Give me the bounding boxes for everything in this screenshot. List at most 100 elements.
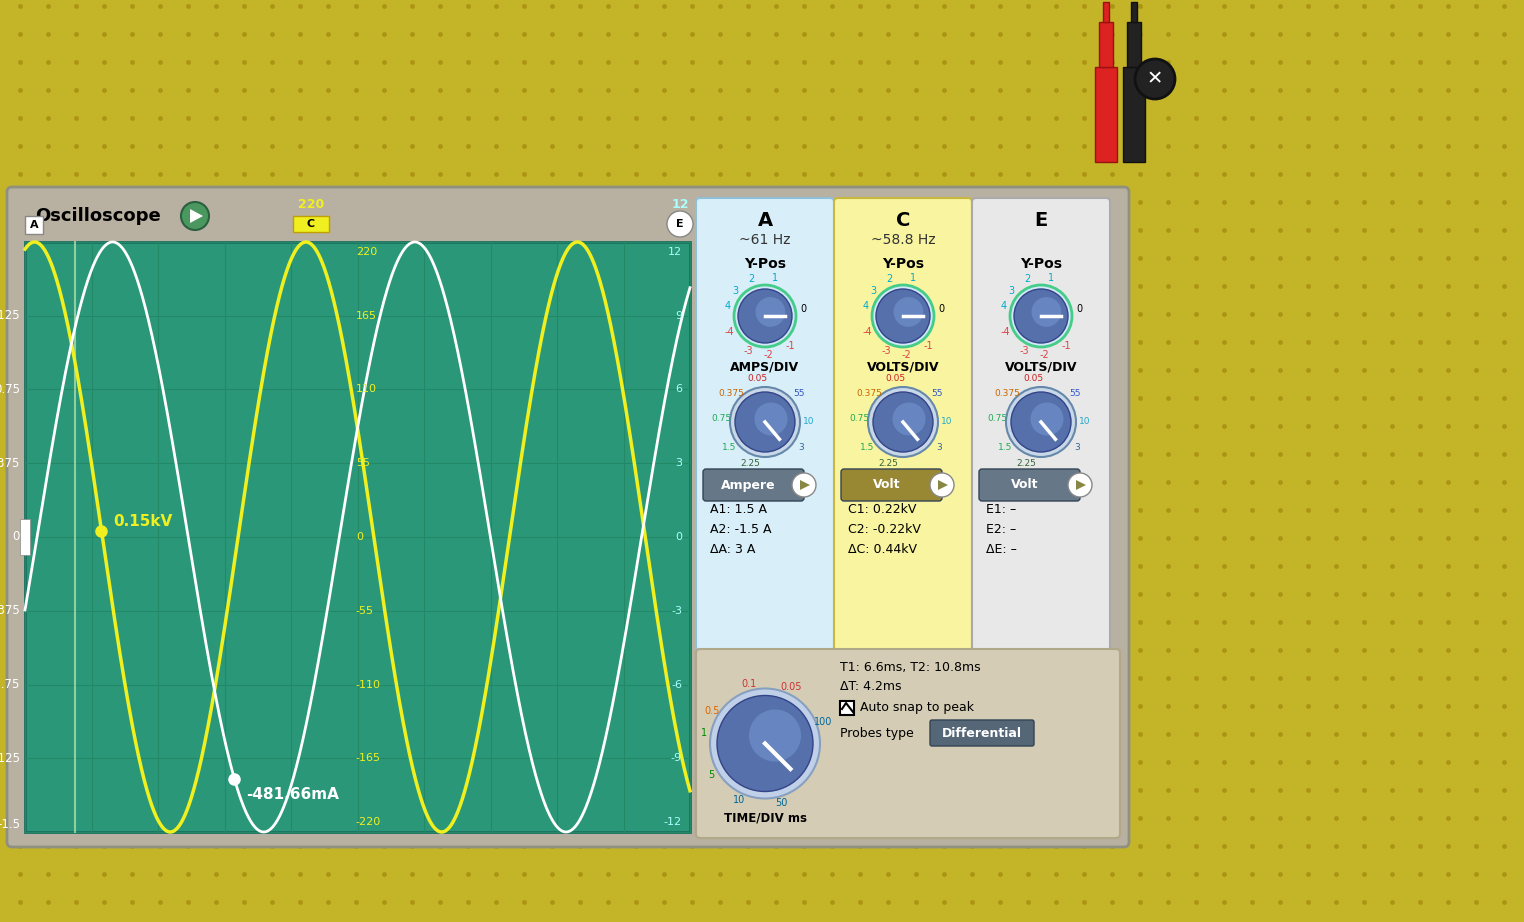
Text: A1: 1.5 A: A1: 1.5 A bbox=[710, 503, 767, 516]
Circle shape bbox=[1010, 285, 1071, 347]
Circle shape bbox=[1010, 392, 1071, 452]
Text: 0: 0 bbox=[12, 530, 20, 543]
Text: 2.25: 2.25 bbox=[741, 459, 760, 467]
FancyBboxPatch shape bbox=[978, 469, 1081, 501]
Text: 55: 55 bbox=[355, 458, 370, 468]
Circle shape bbox=[710, 689, 820, 798]
Text: -12: -12 bbox=[664, 817, 683, 827]
Text: Oscilloscope: Oscilloscope bbox=[35, 207, 160, 225]
Circle shape bbox=[735, 285, 796, 347]
FancyBboxPatch shape bbox=[696, 649, 1120, 838]
Text: 0.375: 0.375 bbox=[718, 389, 744, 398]
Text: 0.15kV: 0.15kV bbox=[113, 514, 172, 528]
Text: 0.5: 0.5 bbox=[704, 705, 721, 715]
Text: 165: 165 bbox=[355, 311, 376, 321]
Circle shape bbox=[1135, 59, 1175, 99]
Text: 0.375: 0.375 bbox=[0, 456, 20, 469]
Text: 12: 12 bbox=[671, 197, 689, 210]
Text: A2: -1.5 A: A2: -1.5 A bbox=[710, 523, 771, 536]
Text: 3: 3 bbox=[1074, 443, 1081, 452]
Text: 0.75: 0.75 bbox=[0, 383, 20, 396]
Text: 0.05: 0.05 bbox=[780, 682, 802, 692]
Text: ✕: ✕ bbox=[1148, 69, 1163, 89]
Text: TIME/DIV ms: TIME/DIV ms bbox=[724, 811, 806, 824]
Circle shape bbox=[1006, 387, 1076, 457]
Text: 1: 1 bbox=[1049, 273, 1055, 283]
Text: 1: 1 bbox=[773, 273, 779, 283]
FancyBboxPatch shape bbox=[834, 198, 972, 651]
Circle shape bbox=[869, 387, 937, 457]
Text: -1: -1 bbox=[924, 341, 933, 351]
Text: E1: –: E1: – bbox=[986, 503, 1017, 516]
Circle shape bbox=[1030, 403, 1064, 435]
Text: -2: -2 bbox=[902, 349, 911, 360]
Text: 0.75: 0.75 bbox=[712, 414, 732, 422]
Text: 220: 220 bbox=[355, 247, 376, 257]
Text: ΔA: 3 A: ΔA: 3 A bbox=[710, 543, 756, 556]
Circle shape bbox=[716, 695, 812, 791]
Text: -220: -220 bbox=[355, 817, 381, 827]
Text: ΔE: –: ΔE: – bbox=[986, 543, 1017, 556]
Text: Ampere: Ampere bbox=[721, 479, 776, 491]
Text: 100: 100 bbox=[814, 717, 832, 727]
Text: 1.5: 1.5 bbox=[860, 443, 875, 452]
Text: 0.375: 0.375 bbox=[994, 389, 1020, 398]
Circle shape bbox=[738, 289, 792, 343]
Circle shape bbox=[735, 392, 796, 452]
FancyBboxPatch shape bbox=[972, 198, 1109, 651]
Text: -4: -4 bbox=[725, 327, 735, 337]
Circle shape bbox=[181, 202, 209, 230]
Text: C2: -0.22kV: C2: -0.22kV bbox=[847, 523, 920, 536]
Text: C: C bbox=[896, 210, 910, 230]
Text: 3: 3 bbox=[799, 443, 805, 452]
Text: 0: 0 bbox=[675, 532, 683, 542]
Text: -3: -3 bbox=[882, 347, 892, 356]
Text: 0: 0 bbox=[939, 304, 945, 314]
Text: ~61 Hz: ~61 Hz bbox=[739, 233, 791, 247]
Text: 3: 3 bbox=[936, 443, 942, 452]
Text: VOLTS/DIV: VOLTS/DIV bbox=[1004, 361, 1077, 373]
Text: 2.25: 2.25 bbox=[1017, 459, 1036, 467]
Text: 1.125: 1.125 bbox=[0, 309, 20, 323]
Bar bbox=[1099, 22, 1113, 67]
Text: C1: 0.22kV: C1: 0.22kV bbox=[847, 503, 916, 516]
Text: -0.375: -0.375 bbox=[0, 604, 20, 617]
Text: 10: 10 bbox=[803, 418, 815, 427]
Text: 1: 1 bbox=[910, 273, 916, 283]
Polygon shape bbox=[190, 209, 203, 223]
Text: 0.75: 0.75 bbox=[849, 414, 869, 422]
Text: VOLTS/DIV: VOLTS/DIV bbox=[867, 361, 939, 373]
Circle shape bbox=[893, 403, 925, 435]
Text: AMPS/DIV: AMPS/DIV bbox=[730, 361, 800, 373]
Text: -4: -4 bbox=[863, 327, 872, 337]
Text: 10: 10 bbox=[942, 418, 952, 427]
Text: 1.5: 1.5 bbox=[722, 443, 736, 452]
Text: 0.05: 0.05 bbox=[885, 374, 905, 384]
Text: 3: 3 bbox=[675, 458, 683, 468]
Polygon shape bbox=[800, 480, 809, 490]
Bar bbox=[1103, 2, 1109, 22]
Text: 0: 0 bbox=[1076, 304, 1082, 314]
FancyBboxPatch shape bbox=[841, 469, 942, 501]
Circle shape bbox=[873, 392, 933, 452]
Text: 3: 3 bbox=[870, 286, 876, 296]
Text: 2: 2 bbox=[748, 275, 754, 284]
Text: 2.25: 2.25 bbox=[878, 459, 898, 467]
Circle shape bbox=[756, 297, 785, 326]
Text: A: A bbox=[757, 210, 773, 230]
Text: -1.5: -1.5 bbox=[0, 818, 20, 831]
Text: 1: 1 bbox=[701, 727, 707, 738]
Circle shape bbox=[872, 285, 934, 347]
FancyBboxPatch shape bbox=[930, 720, 1033, 746]
Text: 0.05: 0.05 bbox=[1023, 374, 1044, 384]
Text: ~58.8 Hz: ~58.8 Hz bbox=[870, 233, 936, 247]
Text: 0.375: 0.375 bbox=[856, 389, 882, 398]
Text: 12: 12 bbox=[668, 247, 683, 257]
Text: 0.75: 0.75 bbox=[988, 414, 1007, 422]
Text: 50: 50 bbox=[774, 798, 788, 809]
Text: 0.1: 0.1 bbox=[741, 679, 756, 689]
Polygon shape bbox=[1076, 480, 1087, 490]
Text: 6: 6 bbox=[675, 384, 683, 395]
Text: 10: 10 bbox=[1079, 418, 1091, 427]
Text: -2: -2 bbox=[1039, 349, 1050, 360]
